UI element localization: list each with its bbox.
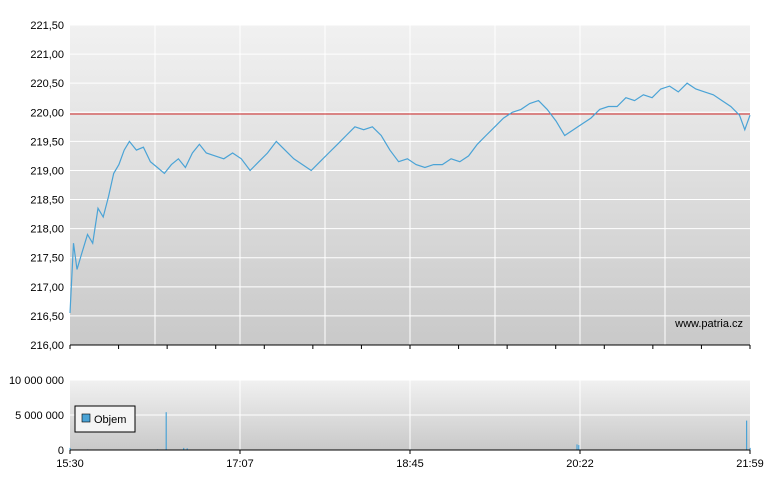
volume-bar xyxy=(749,447,751,450)
price-y-tick-label: 220,00 xyxy=(30,107,64,119)
price-y-tick-label: 217,00 xyxy=(30,282,64,294)
volume-y-tick-label: 0 xyxy=(58,445,64,457)
legend-label: Objem xyxy=(94,414,126,426)
x-tick-label: 20:22 xyxy=(566,458,594,470)
volume-bar xyxy=(69,447,71,450)
price-y-tick-label: 219,00 xyxy=(30,165,64,177)
volume-y-axis: 0 5 000 000 10 000 000 xyxy=(9,375,64,457)
volume-y-tick-label: 5 000 000 xyxy=(15,410,64,422)
price-panel: 216,00 216,50 217,00 217,50 218,00 218,50 219,… xyxy=(30,20,751,352)
price-y-tick-label: 218,50 xyxy=(30,195,64,207)
price-y-tick-label: 216,50 xyxy=(30,311,64,323)
volume-bar xyxy=(165,412,167,450)
legend-swatch xyxy=(81,413,91,423)
price-x-ticks xyxy=(69,345,751,349)
price-line xyxy=(69,82,751,314)
price-y-tick-label: 219,50 xyxy=(30,136,64,148)
price-y-tick-label: 221,00 xyxy=(30,49,64,61)
volume-panel: 0 5 000 000 10 000 000 15:30 17:07 18:45 20:2… xyxy=(9,375,764,470)
price-y-tick-label: 220,50 xyxy=(30,78,64,90)
price-y-tick-label: 216,00 xyxy=(30,340,64,352)
x-tick-label: 15:30 xyxy=(56,458,84,470)
volume-bar xyxy=(186,448,188,451)
price-y-tick-label: 221,50 xyxy=(30,20,64,32)
price-y-tick-label: 217,50 xyxy=(30,253,64,265)
volume-y-tick-label: 10 000 000 xyxy=(9,375,64,387)
volume-bar xyxy=(183,447,185,450)
x-tick-label: 21:59 xyxy=(736,458,764,470)
watermark: www.patria.cz xyxy=(674,318,743,330)
price-y-axis: 216,00 216,50 217,00 217,50 218,00 218,50 219,… xyxy=(30,20,64,352)
volume-bar xyxy=(578,445,580,450)
volume-bar xyxy=(746,420,748,450)
volume-legend: Objem xyxy=(74,405,136,433)
x-tick-label: 18:45 xyxy=(396,458,424,470)
volume-bar xyxy=(576,444,578,450)
price-grid xyxy=(70,24,750,346)
x-tick-label: 17:07 xyxy=(226,458,254,470)
volume-x-ticks: 15:30 17:07 18:45 20:22 21:59 xyxy=(56,450,764,470)
price-y-tick-label: 218,00 xyxy=(30,224,64,236)
